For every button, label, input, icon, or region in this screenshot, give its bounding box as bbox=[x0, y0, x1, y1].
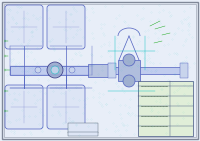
Circle shape bbox=[35, 67, 41, 73]
FancyBboxPatch shape bbox=[47, 85, 85, 129]
Circle shape bbox=[123, 75, 135, 87]
Bar bbox=[68, 123, 98, 133]
Bar bbox=[10, 66, 92, 75]
FancyBboxPatch shape bbox=[47, 5, 85, 49]
Circle shape bbox=[69, 67, 75, 73]
Bar bbox=[88, 64, 108, 77]
Bar bbox=[118, 60, 140, 81]
Bar bbox=[138, 81, 193, 136]
FancyBboxPatch shape bbox=[5, 5, 43, 49]
FancyBboxPatch shape bbox=[5, 85, 43, 129]
Circle shape bbox=[123, 54, 135, 66]
Circle shape bbox=[47, 62, 63, 78]
Circle shape bbox=[51, 66, 59, 74]
Bar bbox=[180, 63, 188, 78]
Bar bbox=[108, 63, 116, 78]
Bar bbox=[108, 67, 180, 74]
Bar bbox=[68, 132, 98, 136]
